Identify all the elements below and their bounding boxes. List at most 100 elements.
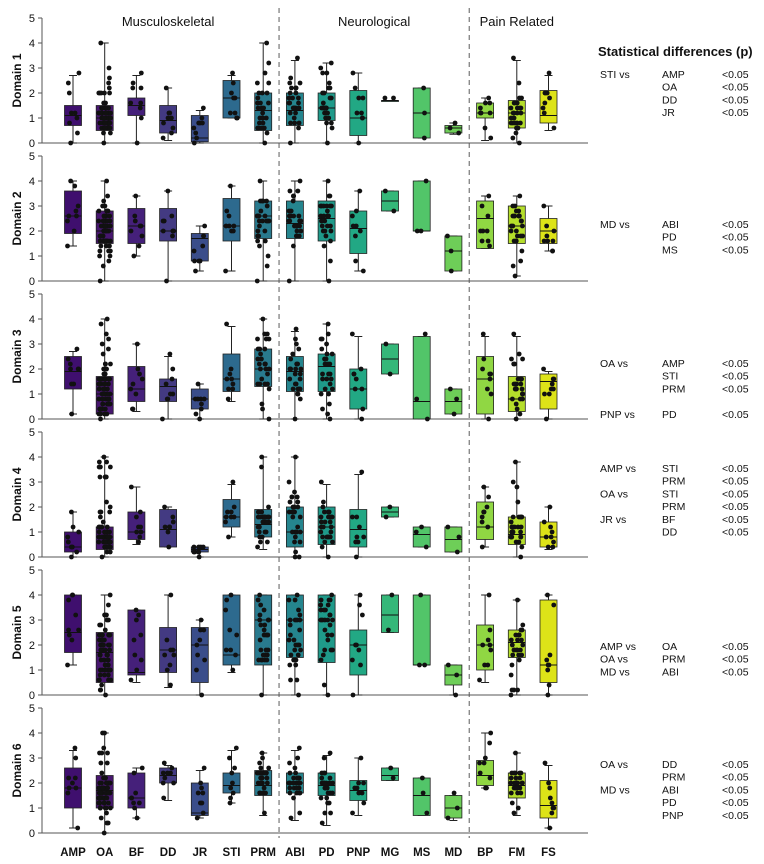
box-sti [222, 198, 241, 242]
data-point-fm [514, 406, 520, 412]
box-ms [412, 777, 431, 816]
data-point-pd [321, 203, 326, 209]
data-point-mg [387, 371, 393, 377]
data-point-prm [255, 228, 261, 234]
data-point-pd [322, 228, 328, 234]
data-point-abi [291, 213, 297, 219]
data-point-abi [297, 780, 303, 786]
data-point-pd [327, 519, 333, 525]
data-point-fs [546, 391, 552, 397]
data-point-amp [68, 366, 73, 372]
data-point-amp [73, 755, 79, 761]
data-point-amp [73, 612, 79, 618]
data-point-bp [487, 627, 493, 633]
data-point-bp [484, 386, 490, 392]
stats-p-value: <0.05 [722, 514, 749, 526]
data-point-prm [265, 253, 271, 259]
data-point-prm [261, 105, 267, 111]
data-point-oa [102, 662, 108, 668]
data-point-sti [230, 790, 236, 796]
data-point-abi [297, 218, 303, 224]
data-point-bp [487, 376, 493, 382]
data-point-prm [259, 125, 264, 131]
data-point-pd [318, 391, 324, 397]
data-point-oa [107, 509, 113, 515]
data-point-sti [230, 70, 235, 76]
data-point-fs [547, 504, 553, 510]
data-point-oa [97, 687, 103, 693]
box-md [444, 125, 463, 134]
data-point-fm [516, 80, 522, 86]
data-point-fm [508, 692, 514, 698]
data-point-prm [255, 544, 260, 550]
data-point-bf [138, 657, 144, 663]
data-point-prm [262, 70, 268, 76]
data-point-pd [325, 411, 331, 417]
data-point-dd [164, 667, 170, 673]
data-point-oa [96, 218, 102, 224]
y-tick-label: 2 [29, 778, 35, 790]
data-point-pnp [356, 790, 362, 796]
y-tick-label: 4 [29, 728, 35, 740]
data-point-jr [198, 617, 204, 623]
data-point-abi [291, 243, 296, 249]
stats-compare-label: STI [662, 371, 678, 383]
data-point-pd [325, 140, 330, 146]
data-point-md [447, 125, 453, 131]
data-point-ms [420, 790, 426, 796]
data-point-pd [324, 223, 330, 229]
data-point-bf [139, 233, 145, 239]
data-point-bf [136, 800, 142, 806]
data-point-abi [287, 499, 293, 505]
data-point-abi [293, 223, 299, 229]
data-point-jr [200, 120, 205, 126]
data-point-jr [202, 223, 208, 229]
data-point-prm [264, 263, 270, 269]
data-point-sti [230, 780, 235, 786]
data-point-oa [103, 228, 109, 234]
data-point-fm [510, 110, 516, 116]
stats-compare-label: AMP [662, 358, 685, 370]
data-point-amp [76, 627, 81, 633]
data-point-bf [136, 524, 141, 530]
box-bp [476, 200, 495, 249]
data-point-ms [421, 135, 427, 141]
data-point-pnp [360, 268, 366, 274]
data-point-dd [168, 682, 173, 688]
data-point-oa [103, 805, 109, 811]
stats-p-value: <0.05 [722, 409, 749, 421]
data-point-abi [290, 95, 295, 101]
data-point-abi [288, 652, 294, 658]
data-point-ms [421, 85, 427, 91]
data-point-pnp [353, 554, 359, 560]
y-tick-label: 3 [29, 201, 35, 213]
data-point-oa [99, 682, 105, 688]
data-point-fm [509, 534, 515, 540]
data-point-dd [160, 780, 166, 786]
data-point-oa [98, 243, 104, 249]
stats-p-value: <0.05 [722, 810, 749, 822]
data-point-dd [170, 514, 176, 520]
data-point-sti [228, 647, 234, 653]
data-point-fm [512, 213, 517, 219]
group-label-musculoskeletal: Musculoskeletal [122, 14, 215, 29]
stats-group-label: OA vs [600, 654, 628, 666]
stats-p-value: <0.05 [722, 94, 749, 106]
data-point-fs [551, 539, 556, 545]
data-point-ms [414, 228, 420, 234]
data-point-oa [96, 386, 102, 392]
stats-compare-label: ABI [662, 666, 679, 678]
data-point-sti [229, 376, 235, 382]
data-point-pd [325, 554, 331, 560]
data-point-dd [166, 544, 172, 550]
data-point-bp [487, 243, 492, 249]
data-point-abi [286, 208, 292, 214]
data-point-sti [226, 534, 231, 540]
data-point-abi [286, 218, 292, 224]
data-point-sti [230, 381, 236, 387]
data-point-dd [170, 519, 176, 525]
data-point-oa [96, 381, 102, 387]
y-tick-label: 4 [29, 176, 35, 188]
data-point-abi [287, 632, 293, 638]
data-point-oa [101, 130, 106, 136]
